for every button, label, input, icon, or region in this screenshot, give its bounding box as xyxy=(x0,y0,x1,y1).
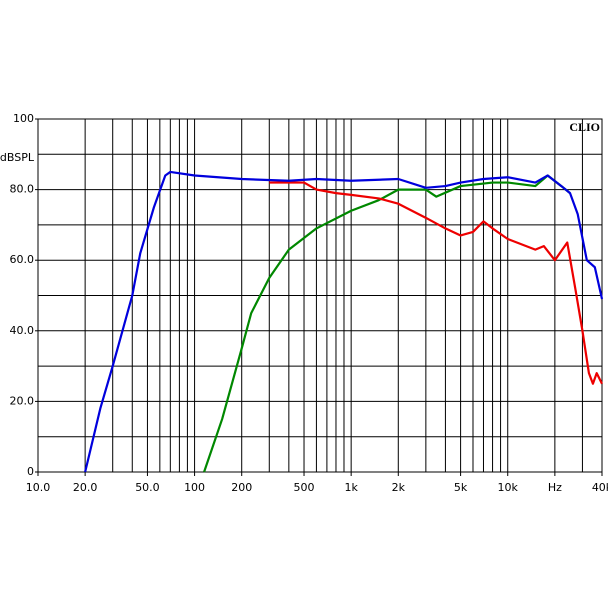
brand: CLIO xyxy=(569,120,600,134)
y-tick-label: 60.0 xyxy=(10,253,35,266)
x-tick-label: 50.0 xyxy=(135,481,160,494)
x-tick-label: 200 xyxy=(231,481,252,494)
x-tick-label: 1k xyxy=(344,481,358,494)
x-tick-label: Hz xyxy=(548,481,562,494)
y-tick-label: 80.0 xyxy=(10,183,35,196)
x-tick-label: 500 xyxy=(294,481,315,494)
series-line xyxy=(84,170,604,473)
series-line xyxy=(269,181,603,385)
x-tick-label: 40k xyxy=(592,481,608,494)
y-tick-label: 40.0 xyxy=(10,324,35,337)
y-tick-label: 100 xyxy=(13,112,34,125)
x-tick-label: 10.0 xyxy=(26,481,51,494)
x-tick-label: 10k xyxy=(498,481,519,494)
x-tick-label: 100 xyxy=(184,481,205,494)
y-tick-label: 0 xyxy=(27,465,34,478)
x-tick-label: 2k xyxy=(392,481,406,494)
x-tick-label: 20.0 xyxy=(73,481,98,494)
y-axis-label: dBSPL xyxy=(0,151,35,164)
x-tick-label: 5k xyxy=(454,481,468,494)
series-line xyxy=(203,174,571,473)
y-tick-label: 20.0 xyxy=(10,394,35,407)
